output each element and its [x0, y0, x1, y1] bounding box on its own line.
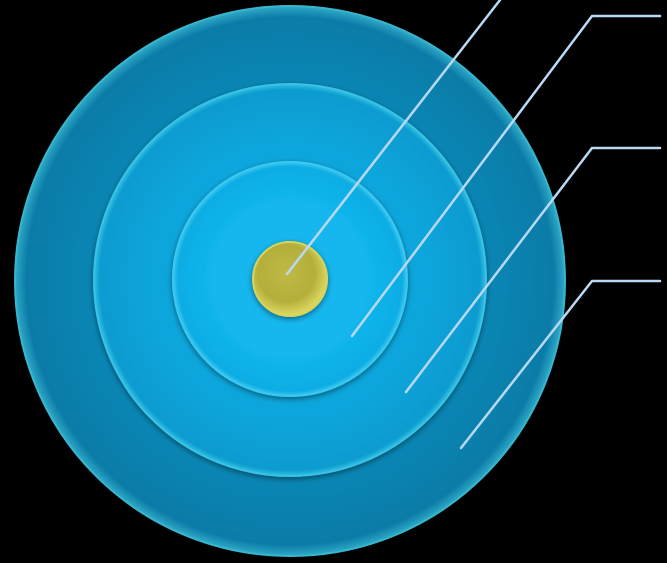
callout-line-inner: [350, 14, 662, 338]
core-circle: [252, 241, 328, 317]
rings-group: [14, 5, 566, 557]
callout-line-core: [285, 0, 502, 276]
callout-lines-group: [285, 0, 662, 450]
callout-line-outer: [459, 279, 662, 450]
callout-line-middle: [404, 146, 662, 394]
